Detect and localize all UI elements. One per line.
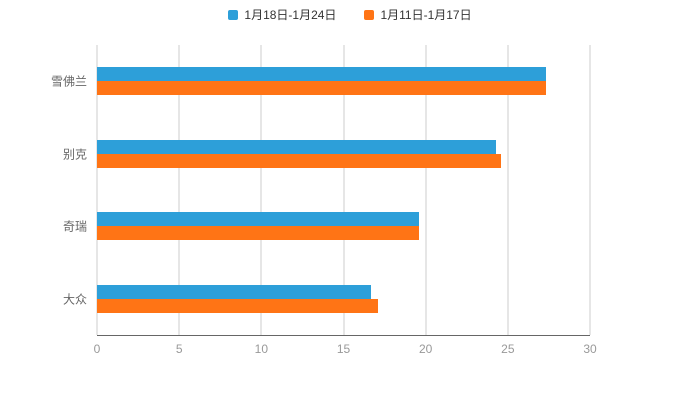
x-tick-label: 25 xyxy=(501,342,515,356)
legend: 1月18日-1月24日 1月11日-1月17日 xyxy=(0,6,700,23)
legend-label: 1月18日-1月24日 xyxy=(244,8,337,22)
x-tick-label: 0 xyxy=(93,342,101,356)
bar-series-1 xyxy=(97,139,497,154)
bar-series-1 xyxy=(97,284,372,299)
bar-series-2 xyxy=(97,81,546,96)
legend-marker-icon xyxy=(228,9,239,20)
gridline xyxy=(425,45,427,335)
legend-item[interactable]: 1月18日-1月24日 xyxy=(228,6,336,23)
y-category-label: 别克 xyxy=(62,147,87,162)
x-tick-label: 15 xyxy=(336,342,351,356)
gridline xyxy=(178,45,180,335)
legend-item[interactable]: 1月11日-1月17日 xyxy=(364,6,472,23)
x-tick-label: 20 xyxy=(418,342,433,356)
x-tick-label: 10 xyxy=(254,342,269,356)
y-category-label: 雪佛兰 xyxy=(50,74,87,89)
bar-series-1 xyxy=(97,212,420,227)
legend-label: 1月11日-1月17日 xyxy=(380,8,472,22)
bar-series-2 xyxy=(97,298,378,313)
gridline xyxy=(96,45,98,335)
plot-area: 0 5 10 15 20 25 30 雪佛兰别克奇瑞大众 xyxy=(51,45,597,356)
y-category-label: 大众 xyxy=(62,292,87,307)
bar-series-2 xyxy=(97,226,420,241)
x-tick-label: 30 xyxy=(583,342,597,356)
x-tick-label: 5 xyxy=(175,342,183,356)
y-category-label: 奇瑞 xyxy=(62,219,87,234)
bar-series-2 xyxy=(97,153,502,168)
legend-marker-icon xyxy=(364,9,375,20)
gridline xyxy=(343,45,344,335)
gridline xyxy=(589,45,591,335)
bar-series-1 xyxy=(97,67,546,82)
gridline xyxy=(260,45,262,335)
gridline xyxy=(507,45,509,335)
